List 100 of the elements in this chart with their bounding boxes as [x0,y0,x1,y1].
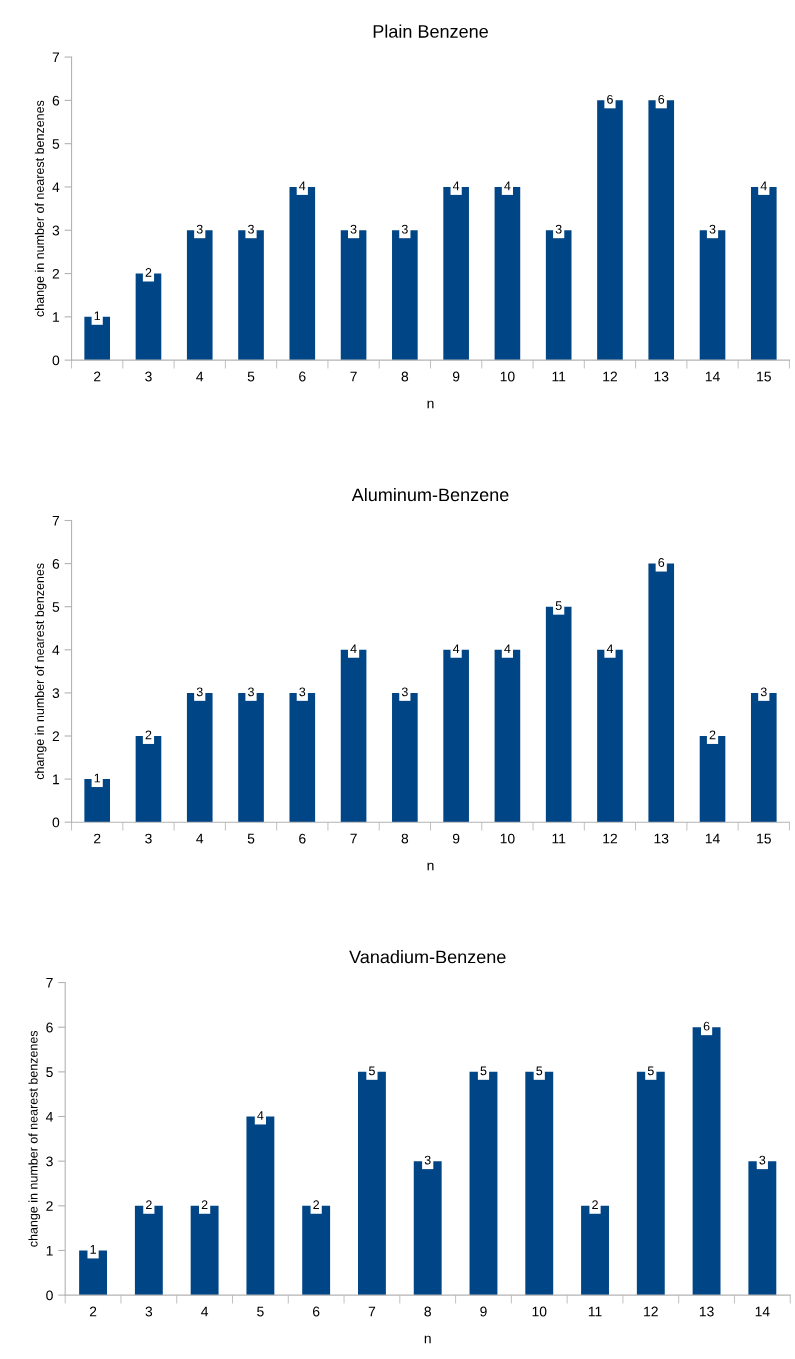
data-label: 5 [536,1066,543,1076]
x-tick-label: 6 [313,1306,320,1317]
chart-title: Plain Benzene [373,24,488,38]
y-tick-label: 7 [52,52,60,63]
y-tick-label: 6 [52,558,60,569]
data-label: 1 [90,1245,96,1254]
data-label: 3 [299,687,306,697]
data-label: 3 [759,1155,766,1165]
x-tick-label: 6 [299,833,306,844]
data-label: 2 [145,730,152,740]
data-label: 2 [146,1200,152,1210]
data-label: 2 [201,1200,208,1210]
x-tick-label: 9 [452,371,460,382]
y-tick-label: 7 [52,515,60,526]
x-tick-label: 15 [757,833,771,844]
data-label: 3 [401,687,408,697]
x-tick-label: 15 [757,371,771,382]
data-label: 6 [607,94,613,104]
y-tick-label: 4 [45,1111,53,1122]
y-tick-label: 1 [53,774,60,785]
x-tick-label: 5 [247,833,255,844]
data-label: 5 [368,1066,375,1076]
data-label: 5 [555,601,562,611]
y-tick-label: 5 [52,602,60,612]
y-axis-title: change in number of nearest benzenes [34,100,47,317]
data-label: 5 [480,1066,487,1076]
x-axis-title: n [427,400,434,409]
x-tick-label: 4 [201,1306,209,1317]
data-label: 6 [658,94,665,104]
data-label: 4 [350,644,357,654]
x-tick-label: 11 [588,1306,602,1317]
y-axis-title: change in number of nearest benzenes [34,563,47,780]
data-label: 6 [658,558,665,567]
data-label: 3 [196,687,203,697]
data-label: 4 [257,1111,264,1120]
data-label: 3 [196,224,203,234]
x-tick-label: 12 [644,1306,658,1317]
data-label: 2 [313,1200,320,1210]
data-label: 4 [606,644,614,654]
y-tick-label: 2 [52,731,60,742]
data-label: 4 [452,644,460,654]
y-tick-label: 2 [52,268,60,279]
y-tick-label: 6 [52,95,60,106]
x-tick-label: 14 [705,833,720,844]
x-tick-label: 2 [94,833,101,844]
x-axis-title: n [427,862,434,871]
data-label: 4 [504,644,511,654]
y-axis-title: change in number of nearest benzenes [28,1030,41,1247]
y-tick-label: 1 [46,1245,53,1256]
data-label: 5 [647,1066,654,1076]
x-tick-label: 5 [247,371,255,382]
x-tick-label: 7 [350,371,357,382]
data-label: 4 [504,181,511,191]
x-tick-label: 13 [699,1306,714,1317]
y-tick-label: 1 [53,312,60,322]
x-tick-label: 13 [654,833,669,844]
x-tick-label: 12 [603,833,617,844]
x-tick-label: 4 [196,371,204,382]
x-tick-label: 12 [603,371,617,382]
data-label: 3 [248,687,254,697]
data-label: 3 [424,1155,431,1165]
y-tick-label: 5 [52,139,60,149]
x-tick-label: 3 [145,1306,153,1317]
x-tick-label: 5 [257,1306,264,1317]
y-tick-label: 4 [52,182,60,192]
y-tick-label: 4 [52,645,60,655]
x-tick-label: 10 [500,833,515,844]
x-axis-title: n [424,1335,431,1344]
x-tick-label: 2 [94,371,101,382]
y-tick-label: 0 [52,817,60,828]
y-tick-label: 6 [46,1022,53,1033]
data-label: 1 [94,311,101,321]
x-tick-label: 11 [552,371,566,382]
x-tick-label: 8 [401,833,409,844]
chart-title: Aluminum-Benzene [351,487,509,502]
data-label: 3 [709,224,716,234]
x-tick-label: 7 [350,833,357,844]
x-tick-label: 2 [89,1306,97,1317]
x-tick-label: 11 [552,833,566,844]
x-tick-label: 6 [299,371,306,382]
x-tick-label: 13 [654,371,669,382]
data-label: 3 [350,224,357,234]
data-label: 6 [703,1021,710,1031]
data-label: 2 [592,1200,598,1210]
x-tick-label: 14 [755,1306,770,1317]
x-tick-label: 8 [401,371,409,382]
x-tick-label: 10 [532,1306,547,1317]
y-tick-label: 7 [46,978,53,988]
x-tick-label: 10 [500,371,515,382]
data-label: 4 [299,181,306,191]
x-tick-label: 9 [480,1306,487,1317]
y-tick-label: 5 [46,1067,53,1078]
y-tick-label: 0 [52,355,60,366]
data-label: 2 [145,268,152,277]
x-tick-label: 8 [424,1306,431,1317]
y-tick-label: 3 [46,1156,53,1167]
x-tick-label: 3 [145,833,152,844]
y-tick-label: 0 [46,1290,53,1301]
x-tick-label: 4 [196,833,204,844]
data-label: 3 [555,224,562,234]
